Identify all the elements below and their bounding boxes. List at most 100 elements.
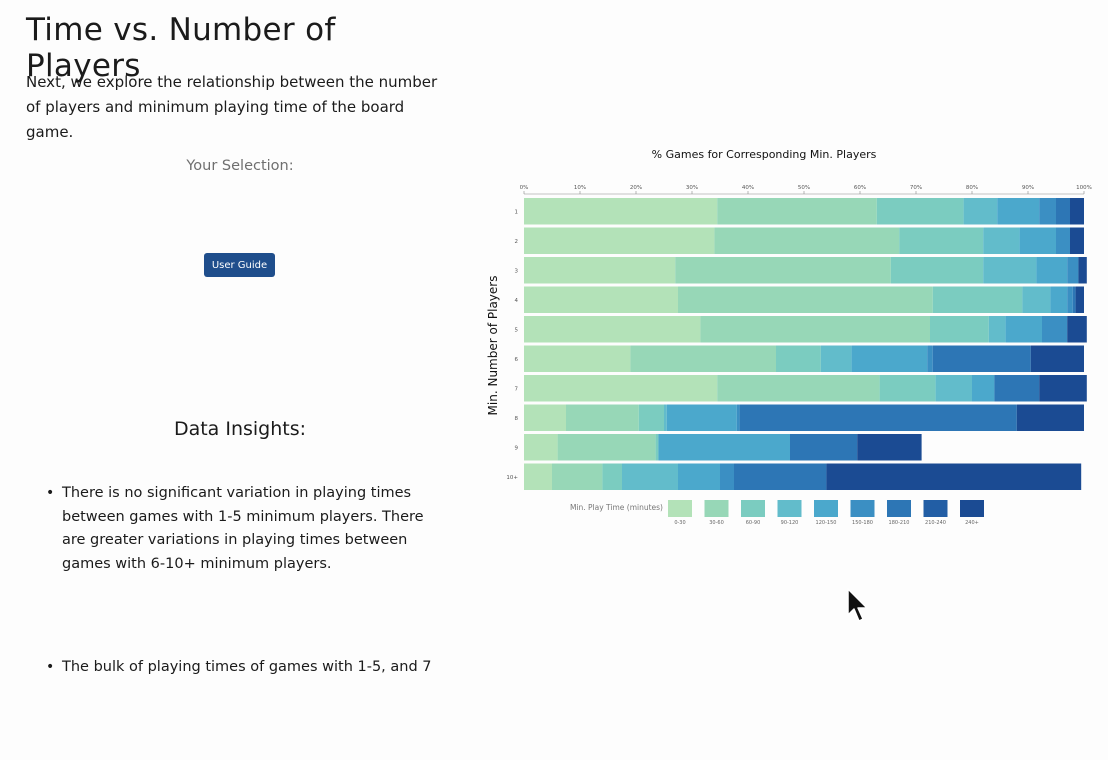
x-tick-label: 20% bbox=[630, 185, 642, 191]
legend-label: 120-150 bbox=[816, 520, 837, 526]
x-tick-label: 90% bbox=[1022, 185, 1034, 191]
bar-segment bbox=[1078, 257, 1087, 284]
bar-segment bbox=[776, 345, 821, 372]
insight-text: The bulk of playing times of games with … bbox=[62, 659, 432, 675]
bar-segment bbox=[739, 404, 1017, 431]
bar-segment bbox=[1067, 257, 1079, 284]
insight-text: There is no significant variation in pla… bbox=[62, 485, 424, 572]
x-tick-label: 40% bbox=[742, 185, 754, 191]
y-tick-label: 4 bbox=[515, 298, 519, 304]
bullet-icon: • bbox=[46, 485, 55, 501]
legend-swatch bbox=[777, 500, 802, 517]
selection-label: Your Selection: bbox=[186, 158, 294, 174]
bar-segment bbox=[602, 463, 622, 490]
legend-swatch bbox=[668, 500, 692, 517]
left-panel: Time vs. Number of Players Next, we expl… bbox=[0, 0, 460, 675]
bar-segment bbox=[524, 463, 552, 490]
x-tick-label: 80% bbox=[966, 185, 978, 191]
bar-segment bbox=[524, 227, 715, 254]
bar-segment bbox=[1070, 198, 1084, 225]
bar-segment bbox=[988, 316, 1006, 343]
bar-segment bbox=[664, 404, 667, 431]
bar-segment bbox=[524, 375, 718, 402]
bar-segment bbox=[524, 257, 676, 284]
legend-swatch bbox=[741, 500, 765, 517]
bar-segment bbox=[932, 286, 1023, 313]
y-tick-label: 3 bbox=[515, 268, 519, 274]
legend-label: 180-210 bbox=[889, 520, 910, 526]
y-axis-label: Min. Number of Players bbox=[486, 276, 500, 416]
bar-segment bbox=[935, 375, 972, 402]
insights-heading: Data Insights: bbox=[173, 418, 307, 440]
bar-segment bbox=[1056, 198, 1070, 225]
bar-segment bbox=[678, 286, 933, 313]
bar-segment bbox=[820, 345, 852, 372]
legend-label: 90-120 bbox=[781, 520, 799, 526]
bar-segment bbox=[963, 198, 998, 225]
y-tick-label: 6 bbox=[515, 357, 519, 363]
legend-label: 60-90 bbox=[746, 520, 761, 526]
bar-segment bbox=[524, 316, 701, 343]
bar-segment bbox=[876, 198, 964, 225]
user-guide-button[interactable]: User Guide bbox=[204, 253, 275, 277]
x-tick-label: 70% bbox=[910, 185, 922, 191]
stacked-bar-chart: % Games for Corresponding Min. Players 0%… bbox=[486, 148, 1092, 526]
bar-segment bbox=[1005, 316, 1042, 343]
y-tick-label: 5 bbox=[515, 327, 519, 333]
bar-segment bbox=[678, 463, 720, 490]
bar-segment bbox=[927, 345, 933, 372]
bar-segment bbox=[997, 198, 1040, 225]
intro-text: Next, we explore the relationship betwee… bbox=[26, 73, 438, 141]
insight-item: • The bulk of playing times of games with… bbox=[46, 656, 442, 680]
bar-segment bbox=[790, 434, 858, 461]
mouse-cursor-icon bbox=[847, 588, 868, 622]
bar-segment bbox=[552, 463, 603, 490]
legend-label: 210-240 bbox=[925, 520, 946, 526]
bar-segment bbox=[1039, 375, 1087, 402]
bar-segment bbox=[1016, 404, 1084, 431]
bar-segment bbox=[666, 404, 737, 431]
page-title: Time vs. Number of Players bbox=[26, 12, 336, 84]
bar-segment bbox=[1070, 227, 1084, 254]
bar-segment bbox=[658, 434, 790, 461]
bar-segment bbox=[826, 463, 1082, 490]
bar-segment bbox=[736, 404, 740, 431]
bar-segment bbox=[851, 345, 928, 372]
bar-segment bbox=[1022, 286, 1051, 313]
bar-segment bbox=[630, 345, 776, 372]
x-tick-label: 60% bbox=[854, 185, 866, 191]
legend-label: 150-180 bbox=[852, 520, 873, 526]
bar-segment bbox=[524, 198, 718, 225]
bar-segment bbox=[655, 434, 659, 461]
legend-swatch bbox=[887, 500, 911, 517]
bar-segment bbox=[524, 286, 678, 313]
legend-label: 240+ bbox=[965, 520, 979, 526]
bar-segment bbox=[1042, 316, 1068, 343]
chart-title: % Games for Corresponding Min. Players bbox=[652, 148, 877, 161]
bullet-icon: • bbox=[46, 659, 55, 675]
bar-segment bbox=[879, 375, 936, 402]
x-tick-label: 0% bbox=[520, 185, 529, 191]
insights-list: • There is no significant variation in pl… bbox=[46, 482, 442, 760]
bar-segment bbox=[638, 404, 664, 431]
bar-segment bbox=[857, 434, 922, 461]
legend-label: 0-30 bbox=[674, 520, 685, 526]
legend-title: Min. Play Time (minutes) bbox=[570, 503, 663, 512]
chart-container: % Games for Corresponding Min. Players 0%… bbox=[478, 138, 1108, 538]
bar-segment bbox=[972, 375, 995, 402]
bar-segment bbox=[720, 463, 734, 490]
bar-segment bbox=[717, 375, 880, 402]
y-tick-label: 2 bbox=[515, 239, 519, 245]
legend-label: 30-60 bbox=[709, 520, 724, 526]
bar-segment bbox=[1019, 227, 1056, 254]
x-tick-label: 10% bbox=[574, 185, 586, 191]
bar-segment bbox=[524, 345, 631, 372]
bar-segment bbox=[1056, 227, 1070, 254]
bar-segment bbox=[1050, 286, 1068, 313]
bar-segment bbox=[983, 227, 1020, 254]
bar-segment bbox=[714, 227, 900, 254]
insight-item: • There is no significant variation in pl… bbox=[46, 482, 442, 576]
bar-segment bbox=[1030, 345, 1084, 372]
legend-swatch bbox=[923, 500, 948, 517]
y-tick-label: 9 bbox=[515, 445, 519, 451]
